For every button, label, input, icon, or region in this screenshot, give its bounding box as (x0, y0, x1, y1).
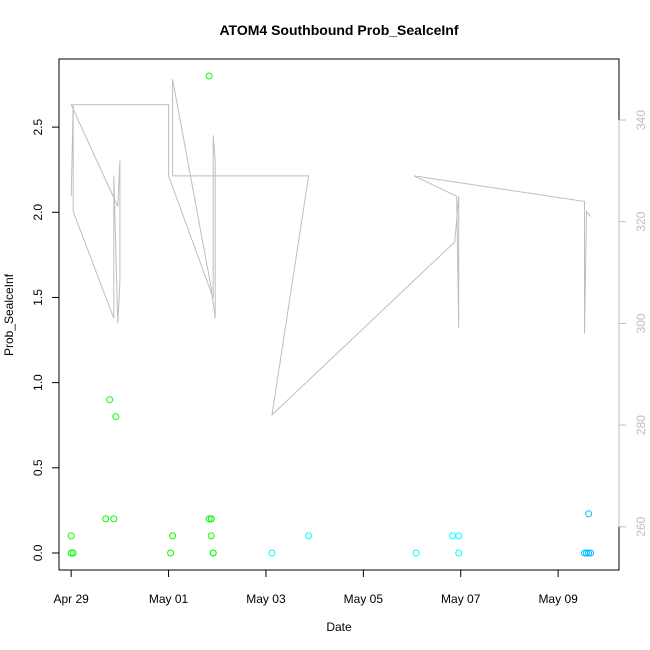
data-point (209, 549, 217, 557)
right-y-axis: 260 280 300 320 340 (618, 110, 648, 537)
data-point (169, 532, 177, 540)
data-point (587, 549, 595, 557)
data-point (205, 515, 213, 523)
y-tick-label: 1.0 (31, 374, 45, 391)
y-tick-label: 0.0 (31, 544, 45, 561)
y-tick-label: 2.5 (31, 118, 45, 135)
data-point (69, 549, 77, 557)
point-layer (67, 72, 595, 557)
right-y-tick-label: 260 (634, 516, 648, 536)
chart-title: ATOM4 Southbound Prob_SealceInf (219, 22, 458, 38)
right-y-tick-label: 340 (634, 110, 648, 130)
data-point (455, 549, 463, 557)
y-axis: 0.0 0.5 1.0 1.5 2.0 2.5 (31, 118, 60, 561)
data-point (67, 549, 75, 557)
data-point (67, 532, 75, 540)
x-tick-label: May 07 (441, 592, 481, 606)
data-point (455, 532, 463, 540)
data-point (167, 549, 175, 557)
y-tick-label: 0.5 (31, 459, 45, 476)
series-line (70, 79, 591, 417)
data-point (412, 549, 420, 557)
data-point (583, 549, 590, 557)
data-point (112, 413, 120, 421)
data-point (205, 72, 213, 80)
x-tick-label: Apr 29 (53, 592, 89, 606)
data-point (207, 532, 215, 540)
x-axis: Apr 29 May 01 May 03 May 05 May 07 May 09 (53, 569, 578, 606)
data-point (268, 549, 276, 557)
y-tick-label: 1.5 (31, 289, 45, 306)
data-point (449, 532, 457, 540)
data-point (102, 515, 110, 523)
x-axis-label: Date (326, 620, 352, 634)
right-y-tick-label: 280 (634, 415, 648, 435)
data-point (585, 510, 593, 518)
x-tick-label: May 05 (344, 592, 384, 606)
data-point (305, 532, 313, 540)
x-tick-label: May 01 (149, 592, 189, 606)
y-tick-label: 2.0 (31, 204, 45, 221)
right-y-tick-label: 320 (634, 211, 648, 231)
plot-frame (58, 58, 620, 571)
right-y-tick-label: 300 (634, 313, 648, 333)
y-axis-label: Prob_SealceInf (2, 273, 16, 356)
data-point (110, 515, 118, 523)
data-point (207, 515, 215, 523)
data-point (106, 396, 114, 404)
data-point (585, 549, 593, 557)
x-tick-label: May 09 (538, 592, 578, 606)
x-tick-label: May 03 (246, 592, 286, 606)
line-layer (70, 79, 591, 417)
